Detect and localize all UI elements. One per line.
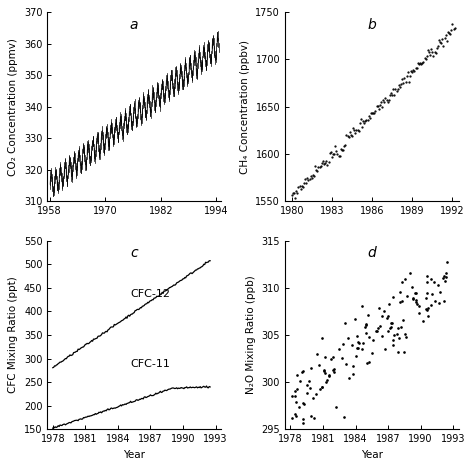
- Y-axis label: CO₂ Concentration (ppmv): CO₂ Concentration (ppmv): [9, 38, 18, 176]
- Y-axis label: CFC Mixing Ratio (ppt): CFC Mixing Ratio (ppt): [9, 277, 18, 393]
- Text: CFC-12: CFC-12: [131, 289, 171, 299]
- Text: a: a: [130, 18, 138, 32]
- Y-axis label: N₂O Mixing Ratio (ppb): N₂O Mixing Ratio (ppb): [246, 276, 256, 395]
- X-axis label: Year: Year: [361, 450, 383, 460]
- Text: d: d: [367, 246, 376, 260]
- Text: b: b: [367, 18, 376, 32]
- X-axis label: Year: Year: [123, 450, 145, 460]
- Text: c: c: [130, 246, 138, 260]
- Y-axis label: CH₄ Concentration (ppbv): CH₄ Concentration (ppbv): [240, 40, 250, 174]
- Text: CFC-11: CFC-11: [131, 359, 171, 369]
